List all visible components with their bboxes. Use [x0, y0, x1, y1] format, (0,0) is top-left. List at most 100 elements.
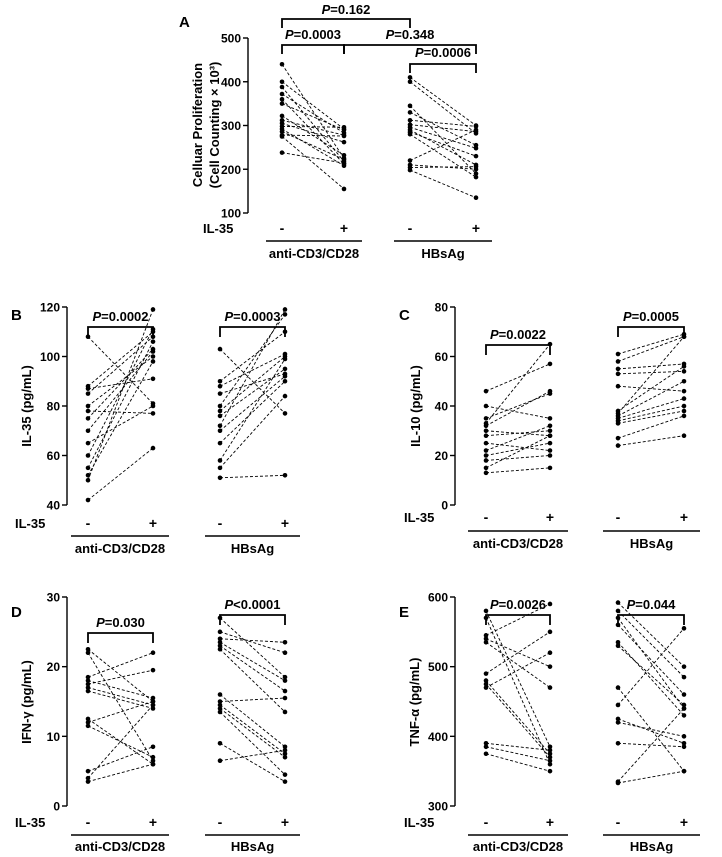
data-point-before: [217, 458, 223, 463]
data-point-before: [407, 117, 413, 123]
data-point-before: [279, 61, 285, 67]
pair-line: [219, 631, 286, 654]
pair-line: [617, 366, 685, 412]
pair-line: [617, 370, 685, 375]
pair-line: [87, 687, 154, 706]
data-point-after: [547, 453, 553, 458]
data-point-after: [681, 403, 687, 409]
pair-line: [87, 746, 154, 772]
condition-sign: -: [616, 814, 621, 830]
data-point-after: [681, 674, 687, 680]
pair-line: [617, 385, 685, 392]
data-point-before: [615, 702, 621, 708]
data-point-before: [615, 720, 621, 725]
data-point-after: [282, 674, 288, 680]
pair-line: [87, 309, 154, 481]
treatment-label: IL-35: [404, 510, 434, 525]
data-point-before: [217, 440, 223, 446]
data-point-after: [681, 413, 687, 419]
group-label: HBsAg: [630, 839, 673, 854]
data-point-before: [483, 458, 489, 463]
data-point-before: [217, 636, 223, 642]
data-point-after: [473, 174, 479, 180]
data-point-before: [483, 470, 489, 476]
y-tick-label: 500: [221, 32, 241, 46]
pair-line: [409, 126, 477, 149]
data-point-after: [681, 713, 687, 718]
data-point-before: [85, 779, 91, 784]
data-point-after: [282, 356, 288, 362]
data-point-before: [85, 440, 91, 446]
panel-e: E 300 400 500 600 TNF-α (pg/mL) IL-35 - + - + anti-…: [399, 591, 700, 854]
data-point-after: [547, 761, 553, 767]
pair-line: [219, 749, 286, 762]
significance-bracket: [343, 44, 477, 54]
y-tick-label: 400: [221, 75, 241, 89]
data-point-before: [483, 608, 489, 614]
pair-line: [281, 125, 345, 128]
significance-bracket: [219, 614, 286, 625]
data-point-after: [681, 734, 687, 739]
data-point-before: [615, 685, 621, 690]
p-symbol: P: [92, 309, 101, 324]
significance-bracket: [281, 44, 345, 54]
pair-line: [409, 164, 477, 170]
significance-bracket: [617, 614, 685, 625]
panel-letter: C: [399, 307, 410, 324]
pair-line: [219, 617, 286, 678]
pair-line: [485, 430, 551, 437]
pair-line: [281, 134, 345, 137]
pair-line: [617, 405, 685, 422]
pair-line: [485, 680, 551, 755]
data-point-after: [473, 145, 479, 151]
data-point-after: [547, 433, 553, 439]
p-value: =0.030: [105, 615, 145, 630]
pair-line: [617, 645, 685, 706]
condition-sign: +: [149, 515, 157, 531]
pair-line: [219, 375, 286, 432]
data-point-after: [282, 374, 288, 379]
condition-sign: +: [680, 814, 688, 830]
data-point-before: [85, 646, 91, 652]
data-point-before: [615, 639, 621, 645]
data-point-after: [282, 747, 288, 753]
pair-line: [485, 641, 551, 688]
data-point-before: [615, 608, 621, 614]
p-symbol: P: [224, 597, 233, 612]
pair-line: [87, 341, 154, 469]
pair-line: [219, 638, 286, 643]
pair-line: [617, 380, 685, 417]
treatment-label: IL-35: [404, 815, 434, 830]
data-point-after: [681, 702, 687, 708]
pair-line: [219, 648, 286, 713]
group-label: HBsAg: [231, 541, 274, 556]
pair-line: [219, 309, 286, 427]
data-point-after: [282, 695, 288, 701]
y-tick-label: 60: [47, 449, 61, 463]
pair-line: [219, 368, 286, 417]
data-point-before: [217, 346, 223, 352]
pair-line: [87, 718, 154, 765]
condition-sign: -: [408, 220, 413, 236]
data-point-after: [547, 448, 553, 453]
data-point-after: [150, 699, 156, 704]
pair-line: [87, 361, 154, 476]
data-point-before: [85, 768, 91, 774]
pair-line: [87, 690, 154, 709]
pair-line: [485, 617, 551, 765]
data-point-after: [681, 369, 687, 374]
panel-a: A 100 200 300 400 500 Celluar Proliferation (Ce…: [179, 2, 492, 261]
p-value: =0.0003: [233, 309, 280, 324]
group-label: anti-CD3/CD28: [473, 839, 563, 854]
data-point-after: [150, 339, 156, 344]
data-point-after: [282, 751, 288, 757]
y-tick-label: 600: [428, 591, 448, 605]
significance-bracket: [485, 614, 551, 625]
p-value: =0.0026: [499, 597, 546, 612]
data-point-before: [279, 79, 285, 85]
pair-line: [219, 474, 286, 479]
p-value: =0.0006: [424, 45, 471, 60]
pair-line: [219, 711, 286, 775]
data-point-after: [341, 157, 347, 162]
pair-line: [617, 617, 685, 709]
